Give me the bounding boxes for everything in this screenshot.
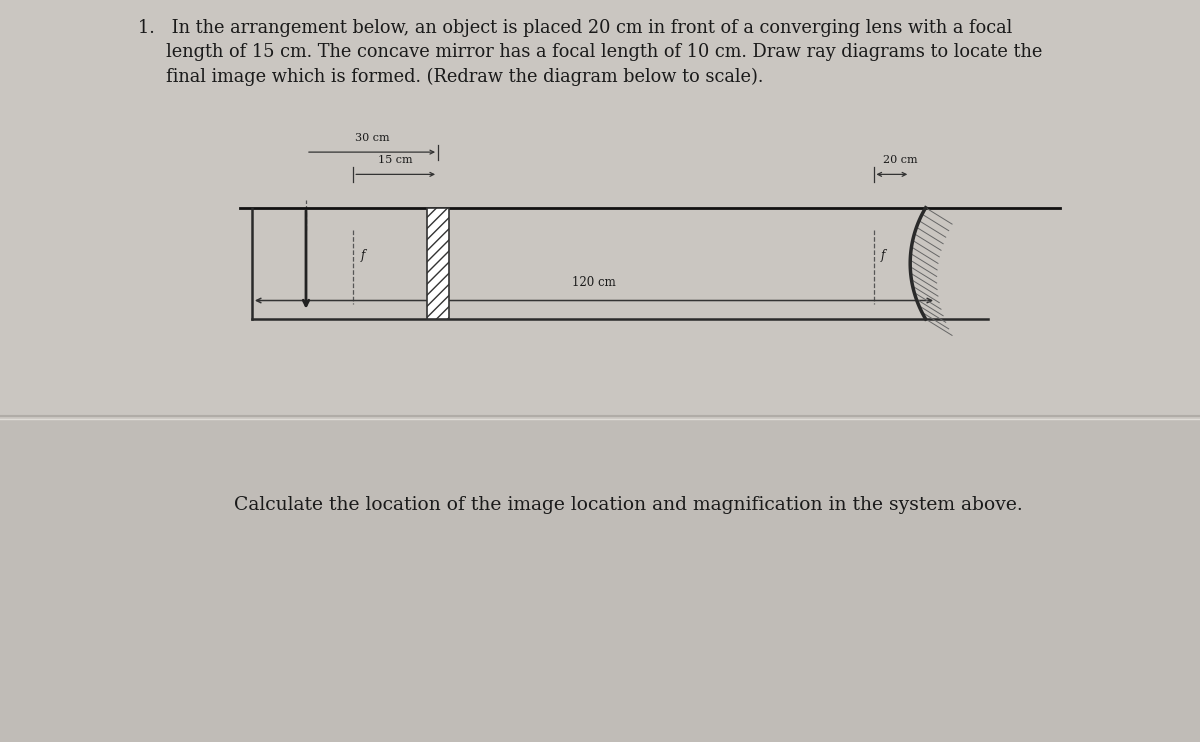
Text: 20 cm: 20 cm [883,156,918,165]
Text: length of 15 cm. The concave mirror has a focal length of 10 cm. Draw ray diagra: length of 15 cm. The concave mirror has … [138,43,1043,61]
Text: 15 cm: 15 cm [378,156,413,165]
Text: Calculate the location of the image location and magnification in the system abo: Calculate the location of the image loca… [234,496,1022,513]
Text: 30 cm: 30 cm [355,134,389,143]
Text: f: f [881,249,886,262]
Text: 120 cm: 120 cm [572,276,616,289]
Text: final image which is formed. (Redraw the diagram below to scale).: final image which is formed. (Redraw the… [138,68,763,86]
Bar [427,208,449,319]
FancyBboxPatch shape [0,419,1200,742]
Text: 1.   In the arrangement below, an object is placed 20 cm in front of a convergin: 1. In the arrangement below, an object i… [138,19,1013,36]
FancyBboxPatch shape [0,0,1200,419]
Text: f: f [360,249,365,262]
